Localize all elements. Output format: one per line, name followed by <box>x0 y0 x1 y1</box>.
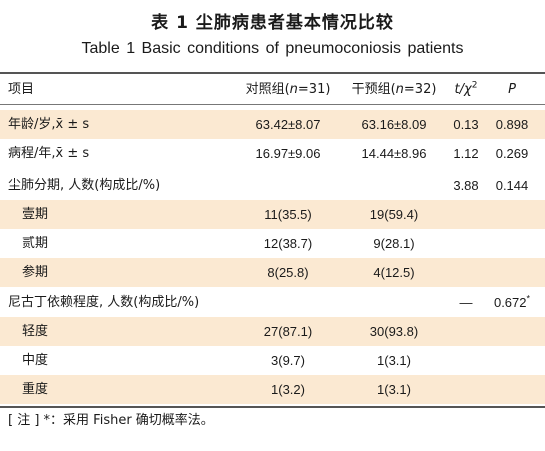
table-footnote: [ 注 ] *：采用 Fisher 确切概率法。 <box>8 413 214 428</box>
table-top-rule <box>0 72 545 74</box>
row-statistic-value <box>446 229 486 258</box>
table-row: 贰期 12(38.7) 9(28.1) <box>0 229 545 258</box>
table-title-english: Table 1 Basic conditions of pneumoconios… <box>81 40 464 57</box>
row-control-value: 1(3.2) <box>271 382 305 397</box>
row-control-value: 12(38.7) <box>263 236 313 251</box>
row-intervention-value: 63.16±8.09 <box>361 117 427 132</box>
row-statistic-value <box>446 317 486 346</box>
row-statistic-value <box>446 375 486 404</box>
row-label: 尼古丁依赖程度, 人数(构成比/%) <box>8 295 200 310</box>
row-p-value <box>486 258 538 287</box>
table-header-row: 项目 对照组(n=31) 干预组(n=32) t/χ2 P <box>0 75 545 104</box>
table-title-chinese: 表 1 尘肺病患者基本情况比较 <box>151 13 394 33</box>
row-p-value: 0.269 <box>495 146 529 161</box>
row-label: 参期 <box>22 265 49 280</box>
table-row: 轻度 27(87.1) 30(93.8) <box>0 317 545 346</box>
row-p-value <box>486 317 538 346</box>
table-bottom-rule <box>0 406 545 408</box>
table-row: 重度 1(3.2) 1(3.1) <box>0 375 545 404</box>
row-intervention-value: 30(93.8) <box>369 324 419 339</box>
row-label: 贰期 <box>22 236 49 251</box>
header-item: 项目 <box>8 82 35 97</box>
row-statistic-value <box>446 200 486 229</box>
row-intervention-value: 4(12.5) <box>373 265 415 280</box>
row-p-value: 0.672* <box>493 293 531 310</box>
row-label: 重度 <box>22 382 49 397</box>
row-intervention-value: 14.44±8.96 <box>361 146 427 161</box>
header-intervention-group: 干预组(n=32) <box>351 82 437 97</box>
row-control-value: 27(87.1) <box>263 324 313 339</box>
row-statistic-value: 0.13 <box>453 117 479 132</box>
row-label: 中度 <box>22 353 49 368</box>
header-statistic: t/χ2 <box>454 80 478 97</box>
row-statistic-value: 1.12 <box>453 146 479 161</box>
row-control-value: 3(9.7) <box>271 353 305 368</box>
row-label: 轻度 <box>22 324 49 339</box>
row-statistic-value: 3.88 <box>453 178 479 193</box>
row-control-value: 63.42±8.07 <box>255 117 321 132</box>
table-row: 中度 3(9.7) 1(3.1) <box>0 346 545 375</box>
row-intervention-value <box>342 171 446 200</box>
row-label: 壹期 <box>22 207 49 222</box>
row-intervention-value: 1(3.1) <box>377 353 411 368</box>
row-statistic-value <box>446 258 486 287</box>
row-control-value <box>236 171 340 200</box>
table-row: 尘肺分期, 人数(构成比/%) 3.88 0.144 <box>0 171 545 200</box>
row-p-value: 0.144 <box>495 178 529 193</box>
row-statistic-value: — <box>459 295 473 310</box>
table-row: 年龄/岁,x̄ ± s 63.42±8.07 63.16±8.09 0.13 0… <box>0 110 545 139</box>
row-control-value: 11(35.5) <box>264 207 312 222</box>
row-p-value: 0.898 <box>495 117 529 132</box>
row-label: 年龄/岁,x̄ ± s <box>8 117 90 132</box>
table-row: 病程/年,x̄ ± s 16.97±9.06 14.44±8.96 1.12 0… <box>0 139 545 168</box>
table-row: 壹期 11(35.5) 19(59.4) <box>0 200 545 229</box>
row-intervention-value: 9(28.1) <box>373 236 415 251</box>
table-row: 尼古丁依赖程度, 人数(构成比/%) — 0.672* <box>0 288 545 317</box>
row-label: 尘肺分期, 人数(构成比/%) <box>8 178 161 193</box>
row-intervention-value: 19(59.4) <box>369 207 419 222</box>
row-p-value <box>486 200 538 229</box>
row-statistic-value <box>446 346 486 375</box>
row-control-value: 8(25.8) <box>267 265 309 280</box>
row-p-value <box>486 375 538 404</box>
row-p-value <box>486 346 538 375</box>
row-intervention-value <box>342 288 446 317</box>
row-intervention-value: 1(3.1) <box>377 382 411 397</box>
row-label: 病程/年,x̄ ± s <box>8 146 90 161</box>
row-control-value <box>236 288 340 317</box>
header-p-value: P <box>508 82 516 97</box>
row-control-value: 16.97±9.06 <box>255 146 321 161</box>
header-control-group: 对照组(n=31) <box>245 82 331 97</box>
table-row: 参期 8(25.8) 4(12.5) <box>0 258 545 287</box>
row-p-value <box>486 229 538 258</box>
table-header-rule <box>0 104 545 105</box>
